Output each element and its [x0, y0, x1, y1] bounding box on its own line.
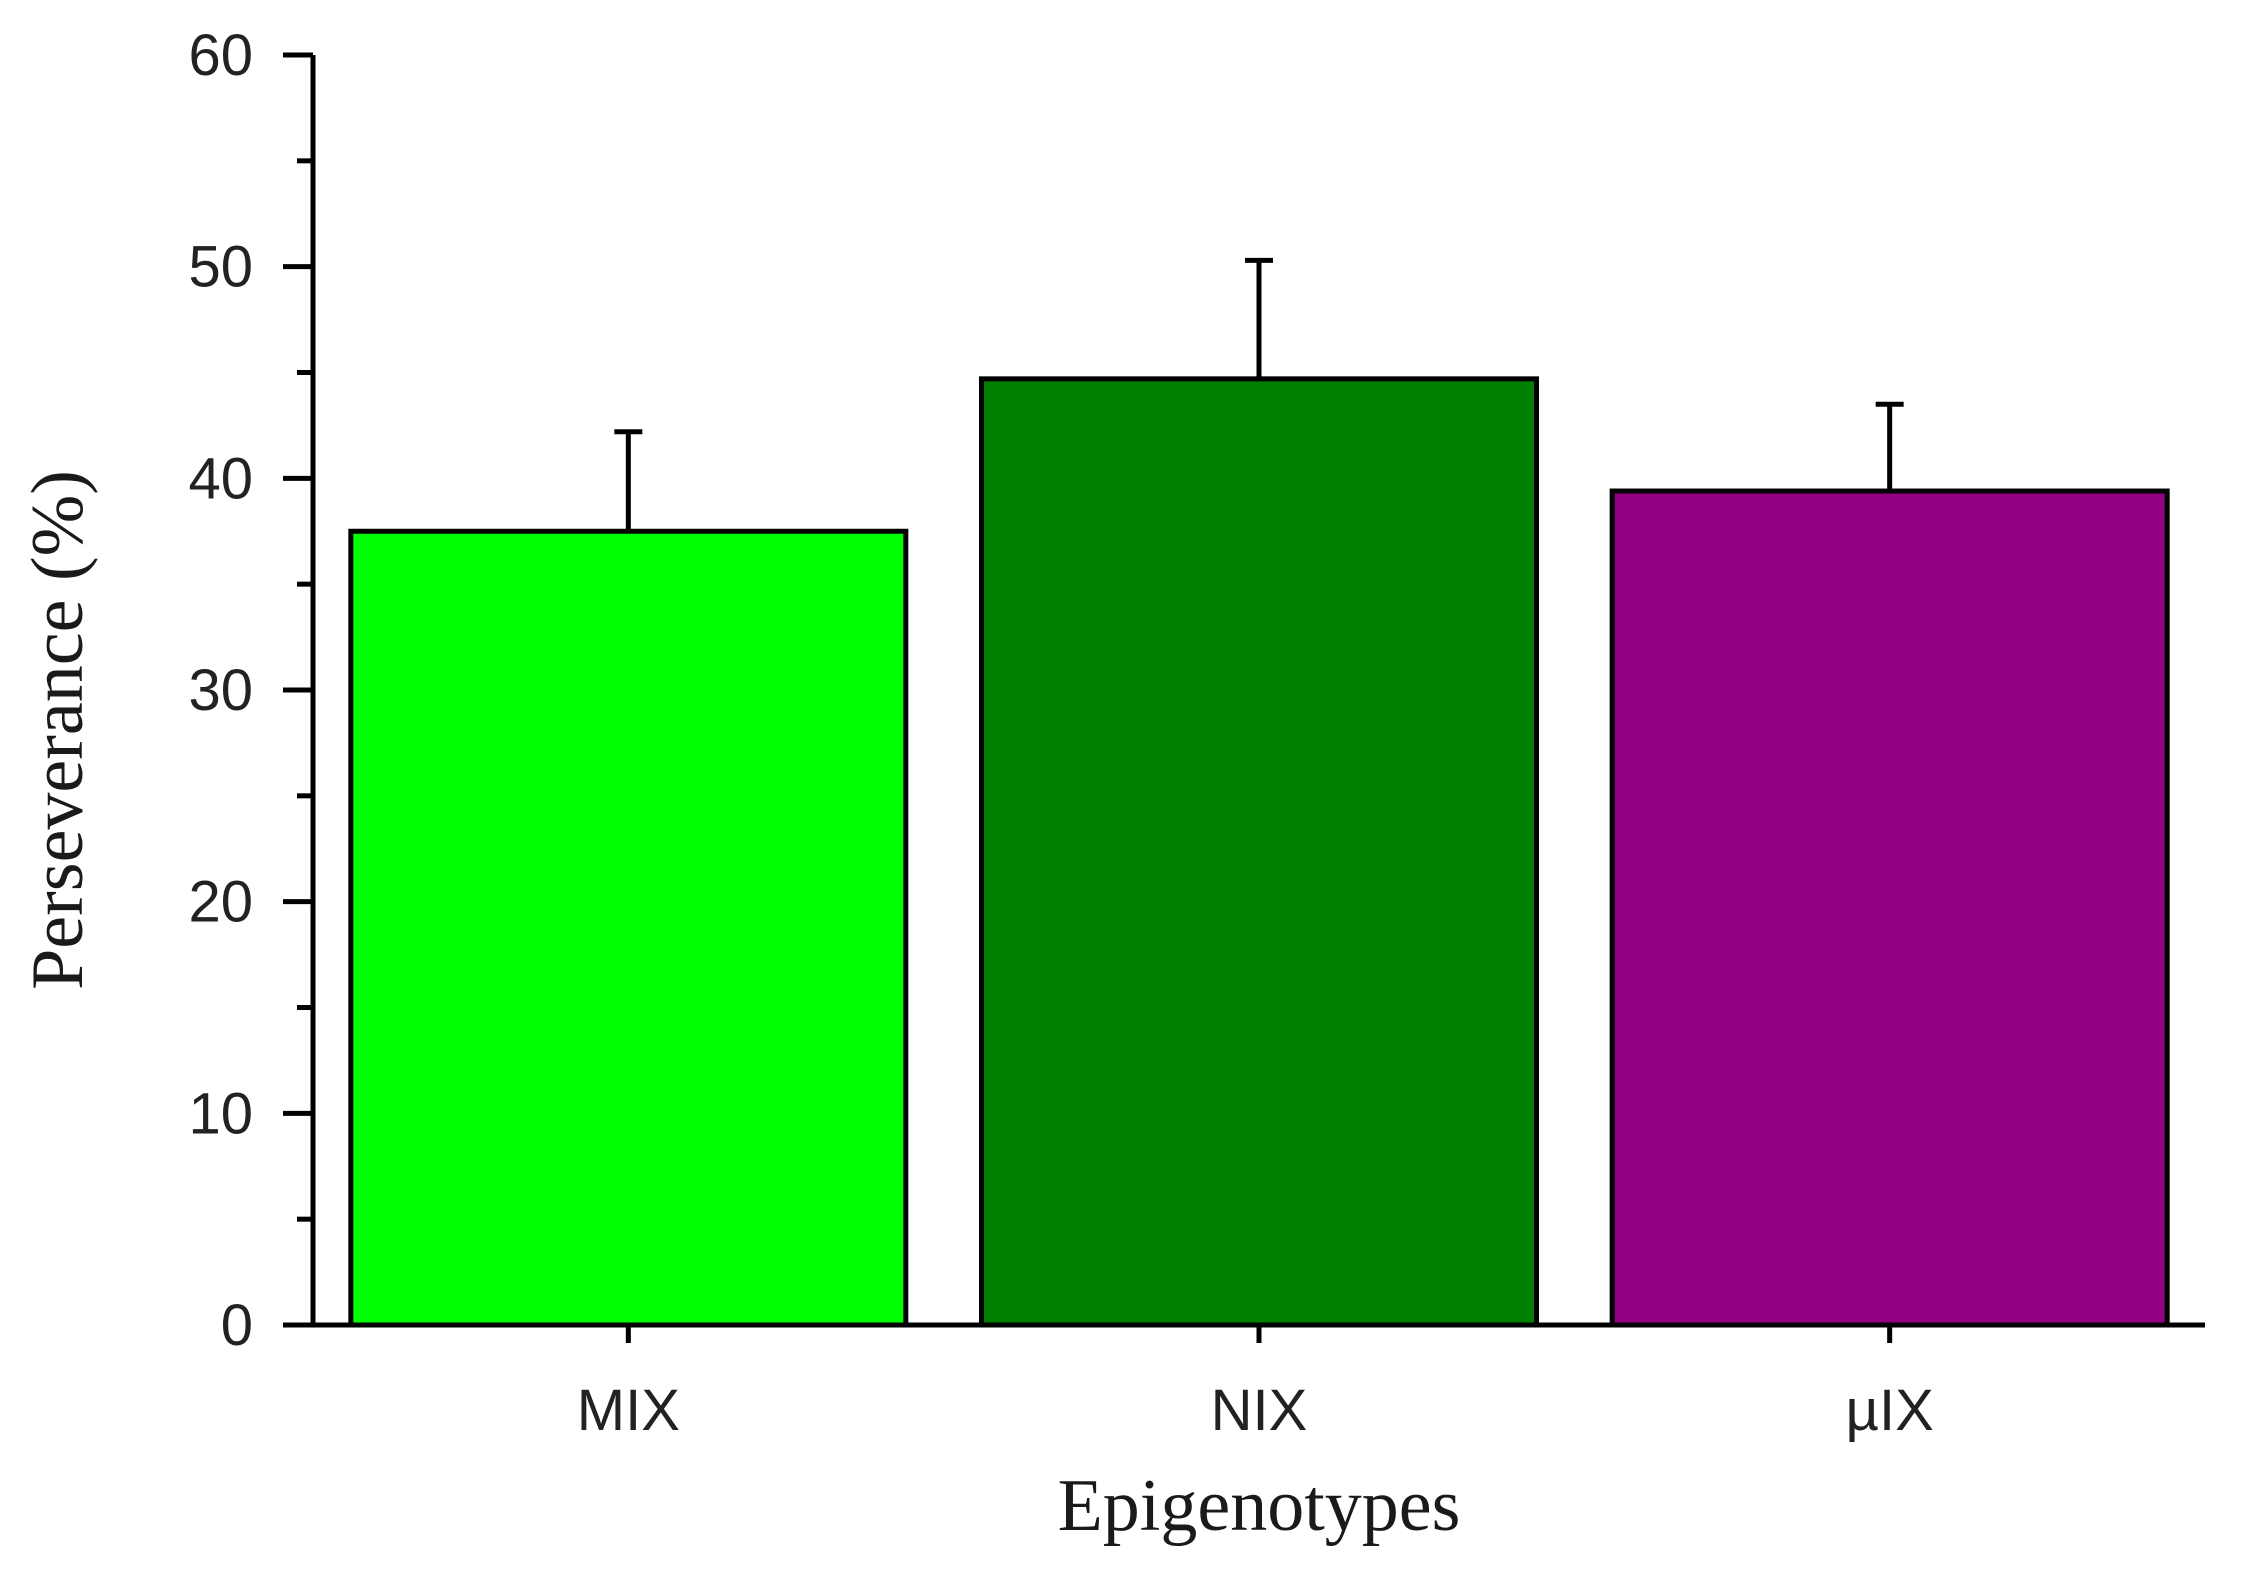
error-bars-layer [614, 257, 1904, 532]
bars-layer [348, 376, 2170, 1328]
y-tick-label-5: 50 [188, 235, 253, 300]
labels-layer: MIX NIX µIX 0 10 20 30 40 50 60 [188, 23, 1933, 1443]
y-tick-label-3: 30 [188, 658, 253, 723]
y-tick-label-1: 10 [188, 1081, 253, 1146]
y-tick-label-0: 0 [221, 1293, 253, 1358]
x-tick-label-2: µIX [1846, 1378, 1934, 1443]
y-tick-label-2: 20 [188, 870, 253, 935]
y-axis-title: Perseverance (%) [17, 470, 99, 990]
axes-layer [283, 52, 2205, 1343]
bar-2 [1609, 488, 2170, 1328]
bar-1 [979, 376, 1539, 1328]
x-tick-label-1: NIX [1211, 1378, 1308, 1443]
x-axis-title: Epigenotypes [1058, 1465, 1461, 1547]
x-tick-label-0: MIX [577, 1378, 680, 1443]
bar-0 [348, 528, 909, 1328]
y-tick-label-4: 40 [188, 446, 253, 511]
y-tick-label-6: 60 [188, 23, 253, 88]
